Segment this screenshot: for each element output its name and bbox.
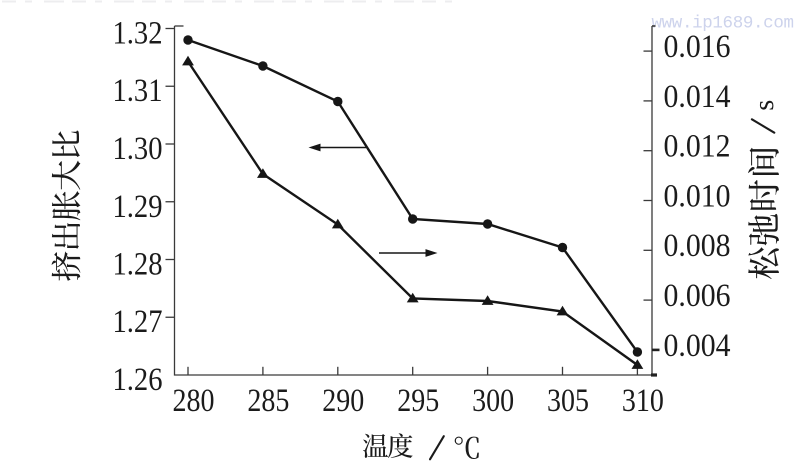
- svg-text:www.ip1689.com: www.ip1689.com: [652, 13, 794, 33]
- svg-text:1.26: 1.26: [113, 362, 163, 398]
- svg-text:0.012: 0.012: [664, 129, 731, 165]
- svg-text:300: 300: [472, 383, 514, 419]
- svg-text:0.004: 0.004: [664, 328, 731, 364]
- svg-text:305: 305: [547, 383, 589, 419]
- svg-text:1.31: 1.31: [113, 73, 163, 109]
- svg-text:0.016: 0.016: [664, 29, 731, 65]
- svg-text:1.32: 1.32: [113, 16, 163, 52]
- svg-text:280: 280: [173, 383, 215, 419]
- svg-text:0.010: 0.010: [664, 178, 731, 214]
- svg-text:1.30: 1.30: [113, 131, 163, 167]
- svg-text:1.28: 1.28: [113, 247, 163, 283]
- svg-text:0.014: 0.014: [664, 79, 731, 115]
- svg-text:310: 310: [622, 383, 664, 419]
- svg-text:1.29: 1.29: [113, 189, 163, 225]
- svg-text:0.008: 0.008: [664, 228, 731, 264]
- svg-text:1.27: 1.27: [113, 304, 163, 340]
- svg-text:285: 285: [247, 383, 289, 419]
- svg-text:295: 295: [397, 383, 439, 419]
- svg-text:290: 290: [322, 383, 364, 419]
- svg-text:0.006: 0.006: [664, 278, 731, 314]
